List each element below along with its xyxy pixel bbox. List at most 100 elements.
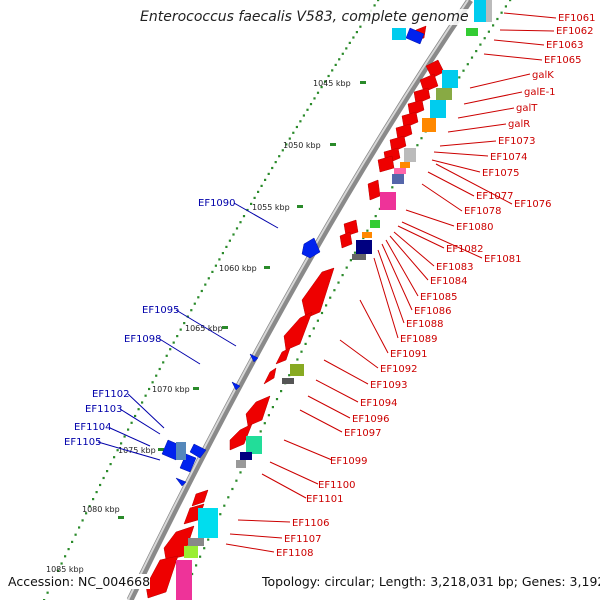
gene-label[interactable]: EF1095: [142, 305, 180, 316]
gene-label[interactable]: EF1101: [306, 494, 344, 505]
gene-label[interactable]: EF1073: [498, 136, 536, 147]
connector-line: [435, 163, 513, 205]
gene-label[interactable]: EF1081: [484, 254, 522, 265]
gene-label[interactable]: EF1085: [420, 292, 458, 303]
gene-label[interactable]: EF1074: [490, 152, 528, 163]
reverse-genes: [145, 25, 445, 599]
gene-label[interactable]: EF1062: [556, 26, 594, 37]
gene-arrow: [189, 443, 207, 459]
tick-dot: [257, 190, 260, 193]
gene-label[interactable]: EF1075: [482, 168, 520, 179]
gene-label[interactable]: EF1082: [446, 244, 484, 255]
connector-line: [405, 209, 455, 227]
gene-label[interactable]: EF1105: [64, 437, 102, 448]
gene-label[interactable]: EF1086: [414, 306, 452, 317]
feature-box: [436, 88, 452, 100]
feature-box: [290, 364, 304, 376]
gene-label[interactable]: EF1091: [390, 349, 428, 360]
scale-label: 1050 kbp: [283, 141, 321, 150]
feature-box: [400, 162, 410, 168]
gene-label[interactable]: EF1108: [276, 548, 314, 559]
tick-dot: [263, 422, 266, 425]
gene-label[interactable]: EF1061: [558, 13, 596, 24]
tick-dot: [271, 406, 274, 409]
gene-label[interactable]: EF1107: [284, 534, 322, 545]
feature-box: [370, 220, 380, 228]
connector-line: [175, 309, 237, 347]
tick-dot: [141, 401, 144, 404]
tick-dot: [325, 304, 328, 307]
gene-label[interactable]: EF1083: [436, 262, 474, 273]
gene-label[interactable]: EF1099: [330, 456, 368, 467]
gene-label[interactable]: EF1063: [546, 40, 584, 51]
gene-label[interactable]: EF1092: [380, 364, 418, 375]
gene-label[interactable]: EF1094: [360, 398, 398, 409]
feature-box: [394, 168, 406, 174]
gene-label[interactable]: galR: [508, 119, 530, 130]
tick-dot: [285, 143, 288, 146]
connector-line: [339, 339, 379, 369]
gene-arrow: [229, 423, 253, 451]
genome-backbone-highlight: [127, 0, 469, 600]
gene-label[interactable]: EF1088: [406, 319, 444, 330]
feature-box: [422, 118, 436, 132]
connector-line: [469, 73, 531, 89]
gene-arrow: [191, 489, 209, 507]
tick-dot: [191, 572, 194, 576]
feature-box: [184, 546, 198, 558]
gene-label[interactable]: EF1089: [400, 334, 438, 345]
gene-label[interactable]: galK: [532, 70, 554, 81]
gene-label[interactable]: EF1084: [430, 276, 468, 287]
genome-backbone: [126, 0, 473, 600]
tick-dot: [113, 456, 116, 459]
tick-dot: [253, 196, 256, 199]
tick-dot: [475, 50, 478, 53]
tick-dot: [109, 463, 112, 466]
gene-label[interactable]: EF1097: [344, 428, 382, 439]
gene-arrow: [301, 267, 335, 319]
gene-label[interactable]: EF1104: [74, 422, 112, 433]
gene-label[interactable]: EF1103: [85, 404, 123, 415]
gene-label[interactable]: EF1080: [456, 222, 494, 233]
gene-arrow: [401, 111, 419, 129]
tick-dot: [179, 328, 182, 331]
tick-dot: [496, 17, 499, 21]
gene-arrow: [175, 477, 187, 487]
gene-label[interactable]: EF1098: [124, 334, 162, 345]
gene-label[interactable]: EF1065: [544, 55, 582, 66]
scale-tick: [297, 205, 303, 208]
scale-label: 1075 kbp: [118, 446, 156, 455]
gene-label[interactable]: EF1100: [318, 480, 356, 491]
tick-dot: [296, 358, 299, 361]
tick-dot: [99, 483, 102, 487]
tick-dot: [64, 555, 67, 558]
gene-label[interactable]: EF1106: [292, 518, 330, 529]
connector-line: [323, 359, 369, 385]
feature-box: [430, 100, 446, 118]
gene-label[interactable]: EF1076: [514, 199, 552, 210]
gene-label[interactable]: EF1096: [352, 414, 390, 425]
gene-arrow: [179, 453, 197, 473]
gene-label[interactable]: EF1090: [198, 198, 236, 209]
tick-dot: [338, 58, 341, 61]
gene-label[interactable]: galE-1: [524, 87, 556, 98]
scale-labels: 1045 kbp 1050 kbp 1055 kbp 1060 kbp 1065…: [46, 79, 351, 574]
connector-line: [97, 441, 161, 461]
forward-gene-labels: EF1090 EF1095 EF1098 EF1102 EF1103 EF110…: [64, 198, 236, 448]
tick-dots-inner: [179, 0, 512, 600]
tick-dot: [246, 208, 249, 212]
gene-label[interactable]: EF1093: [370, 380, 408, 391]
tick-dot: [352, 36, 355, 39]
tick-dot: [67, 548, 70, 551]
gene-label[interactable]: EF1077: [476, 191, 514, 202]
tick-dot: [231, 487, 234, 491]
connector-line: [119, 408, 161, 435]
tick-dot: [127, 428, 130, 431]
gene-label[interactable]: EF1078: [464, 206, 502, 217]
tick-dot: [377, 0, 380, 2]
tick-dot: [193, 302, 196, 305]
tick-dot: [106, 470, 109, 473]
tick-dot: [271, 166, 274, 170]
gene-label[interactable]: EF1102: [92, 389, 130, 400]
gene-label[interactable]: galT: [516, 103, 538, 114]
